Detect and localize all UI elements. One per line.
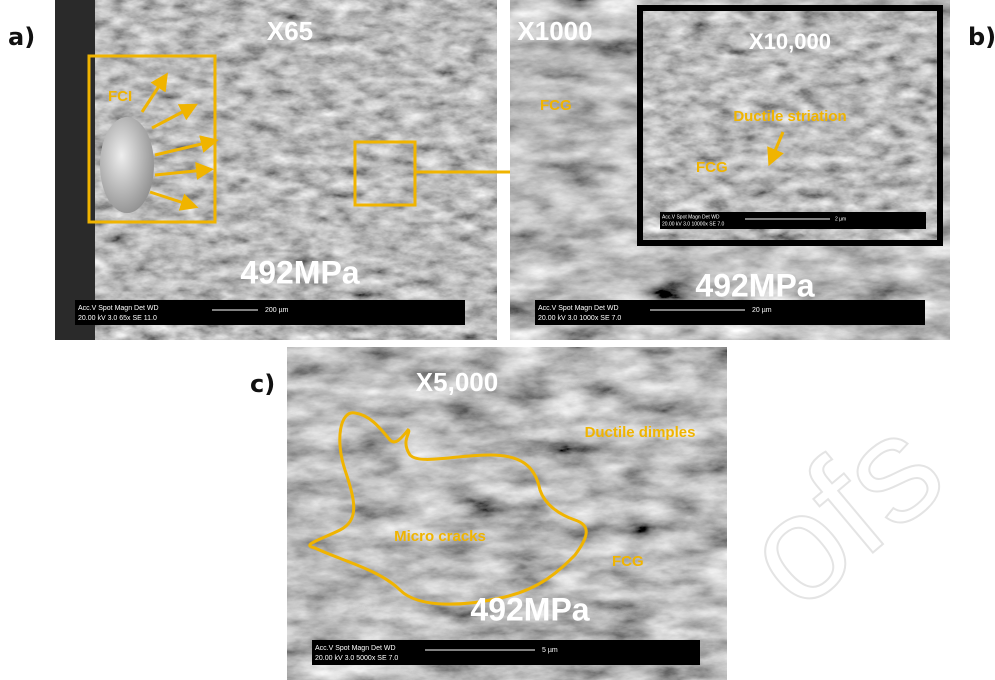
panel-label: a) xyxy=(8,23,35,51)
page: ofs a) X65 FCI 492MPa Acc.V Spot Magn De… xyxy=(0,0,995,680)
scalebar-length: 5 µm xyxy=(542,647,558,654)
stress-label: 492MPa xyxy=(695,267,814,303)
scalebar-length: 200 µm xyxy=(265,307,289,314)
panel-label: b) xyxy=(968,23,995,51)
magnification: X5,000 xyxy=(416,367,498,397)
annotation: FCG xyxy=(612,553,644,570)
stress-label: 492MPa xyxy=(240,254,359,290)
scalebar-header: Acc.V Spot Magn Det WD xyxy=(78,305,159,312)
scalebar-params: 20.00 kV 3.0 1000x SE 7.0 xyxy=(538,315,621,322)
annotation: FCG xyxy=(540,97,572,114)
annotation: FCI xyxy=(108,88,132,105)
inclusion xyxy=(100,117,154,213)
scalebar-header: Acc.V Spot Magn Det WD xyxy=(538,305,619,312)
annotation: Ductile striation xyxy=(733,108,846,125)
scalebar-params: 20.00 kV 3.0 5000x SE 7.0 xyxy=(315,655,398,662)
annotation: FCG xyxy=(696,159,728,176)
inset-magnification: X10,000 xyxy=(749,29,831,54)
annotation: Ductile dimples xyxy=(585,424,696,441)
scalebar-header: Acc.V Spot Magn Det WD xyxy=(315,645,396,652)
scalebar-header: Acc.V Spot Magn Det WD xyxy=(662,214,720,220)
scalebar-length: 2 µm xyxy=(835,216,846,222)
stress-label: 492MPa xyxy=(470,591,589,627)
panel-label: c) xyxy=(250,370,275,398)
magnification: X1000 xyxy=(517,16,592,46)
figure: ofs a) X65 FCI 492MPa Acc.V Spot Magn De… xyxy=(0,0,995,680)
watermark: ofs xyxy=(711,382,972,639)
scalebar-params: 20.00 kV 3.0 65x SE 11.0 xyxy=(78,315,157,322)
scalebar-length: 20 µm xyxy=(752,307,772,314)
magnification: X65 xyxy=(267,16,313,46)
scalebar-params: 20.00 kV 3.0 10000x SE 7.0 xyxy=(662,221,724,227)
annotation: Micro cracks xyxy=(394,528,486,545)
